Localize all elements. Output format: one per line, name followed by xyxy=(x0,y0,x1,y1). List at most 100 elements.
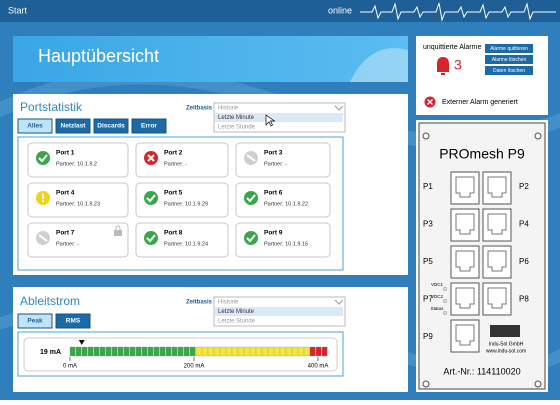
meter-cell xyxy=(87,346,94,357)
company-url: www.indu-sol.com xyxy=(486,348,526,354)
status-icon xyxy=(144,231,158,245)
article-number: Art.-Nr.: 114110020 xyxy=(443,366,520,376)
alarm-button[interactable] xyxy=(485,55,533,64)
rj45-inner xyxy=(487,176,507,198)
meter-cell xyxy=(117,346,124,357)
meter-cell xyxy=(261,346,268,357)
page-title: Hauptübersicht xyxy=(38,46,159,66)
alarm-button-label[interactable]: Daten löschen xyxy=(493,68,525,74)
alarm-button-label[interactable]: Alarme löschen xyxy=(492,57,527,63)
screw xyxy=(534,132,542,140)
dropdown-option[interactable]: Historie xyxy=(218,106,239,112)
port-label: P6 xyxy=(519,257,529,266)
rj45-inner xyxy=(455,250,475,272)
bell-icon xyxy=(437,57,449,75)
meter-marker xyxy=(78,340,85,345)
alarm-message-box xyxy=(416,89,548,115)
screw xyxy=(422,132,430,140)
port-partner: Partner: 10.1.9.23 xyxy=(56,201,100,207)
port-name: Port 7 xyxy=(56,230,75,237)
port-card[interactable] xyxy=(27,142,129,178)
meter-cell xyxy=(297,346,304,357)
dropdown-option[interactable]: Letzte Minute xyxy=(218,115,255,121)
meter-cell xyxy=(207,346,214,357)
meter-tick-label: 0 mA xyxy=(63,364,77,370)
top-bar xyxy=(0,0,560,22)
tab-button[interactable] xyxy=(131,118,167,134)
meter-cell xyxy=(249,346,256,357)
heartbeat xyxy=(360,2,556,22)
panel-title: Ableitstrom xyxy=(20,294,80,308)
meter-cell xyxy=(303,346,310,357)
port-card[interactable] xyxy=(27,182,129,218)
meter-cell xyxy=(183,346,190,357)
screw xyxy=(422,380,430,388)
meter-cell xyxy=(159,346,166,357)
device-front xyxy=(418,122,546,390)
meter-cell xyxy=(81,346,88,357)
port-card[interactable] xyxy=(235,142,331,178)
port-card[interactable] xyxy=(27,222,129,258)
tab-button[interactable] xyxy=(17,313,53,329)
tab-label[interactable]: Error xyxy=(141,123,157,130)
online-status: online xyxy=(328,5,352,15)
dropdown-arrow xyxy=(334,299,344,305)
status-icon xyxy=(36,151,50,165)
dropdown-option[interactable]: Letzte Minute xyxy=(218,309,255,315)
tab-label[interactable]: Alles xyxy=(27,123,43,130)
port-partner: Partner: - xyxy=(56,241,79,247)
led-label: VDC2 xyxy=(431,294,444,299)
meter-cell xyxy=(309,346,316,357)
dropdown-option[interactable]: Letzte Stunde xyxy=(218,319,256,325)
option-highlight xyxy=(215,113,343,122)
port-partner: Partner: 10.1.9.29 xyxy=(164,201,208,207)
port-card[interactable] xyxy=(135,142,229,178)
dropdown-option[interactable]: Letzte Stunde xyxy=(218,125,256,131)
check-mark xyxy=(246,194,256,203)
dropdown-option[interactable]: Historie xyxy=(218,300,239,306)
dropdown-arrow xyxy=(334,105,344,111)
meter-cell xyxy=(165,346,172,357)
tab-button[interactable] xyxy=(17,118,53,134)
lock-body xyxy=(114,230,122,236)
port-card[interactable] xyxy=(235,222,331,258)
tab-label[interactable]: Peak xyxy=(27,318,43,325)
port-partner: Partner: 10.1.9.22 xyxy=(264,201,308,207)
tab-button[interactable] xyxy=(55,313,91,329)
port-label: P3 xyxy=(423,220,433,229)
meter-cell xyxy=(231,346,238,357)
tab-button[interactable] xyxy=(55,118,91,134)
check-mark xyxy=(38,154,48,163)
meter-cell xyxy=(93,346,100,357)
warn-mark xyxy=(42,193,44,199)
port-partner: Partner: 10.1.9.24 xyxy=(164,241,208,247)
company: Indu-Sol GmbH xyxy=(489,341,524,347)
port-card[interactable] xyxy=(135,222,229,258)
start-link[interactable]: Start xyxy=(8,5,28,15)
port-card[interactable] xyxy=(135,182,229,218)
port-label: P9 xyxy=(423,332,433,341)
tab-label[interactable]: Discards xyxy=(97,123,125,130)
alarm-button[interactable] xyxy=(485,44,533,53)
meter-cell xyxy=(195,346,202,357)
status-icon xyxy=(144,191,158,205)
port-label: P4 xyxy=(519,220,529,229)
port-name: Port 8 xyxy=(164,230,183,237)
meter-cell xyxy=(285,346,292,357)
alarm-button-label[interactable]: Alarme quittieren xyxy=(490,46,528,52)
port-partner: Partner: 10.1.9.2 xyxy=(56,161,97,167)
meter-cell xyxy=(123,346,130,357)
off-mark xyxy=(246,154,256,162)
alarm-button[interactable] xyxy=(485,66,533,75)
meter-cell xyxy=(75,346,82,357)
warn-dot xyxy=(42,200,44,202)
tab-label[interactable]: Netzlast xyxy=(61,123,87,130)
meter-cell xyxy=(321,346,328,357)
zeitbasis-label: Zeitbasis xyxy=(186,106,213,112)
port-card[interactable] xyxy=(235,182,331,218)
meter-cell xyxy=(141,346,148,357)
tab-label[interactable]: RMS xyxy=(66,318,81,325)
tab-button[interactable] xyxy=(93,118,129,134)
meter-cell xyxy=(267,346,274,357)
